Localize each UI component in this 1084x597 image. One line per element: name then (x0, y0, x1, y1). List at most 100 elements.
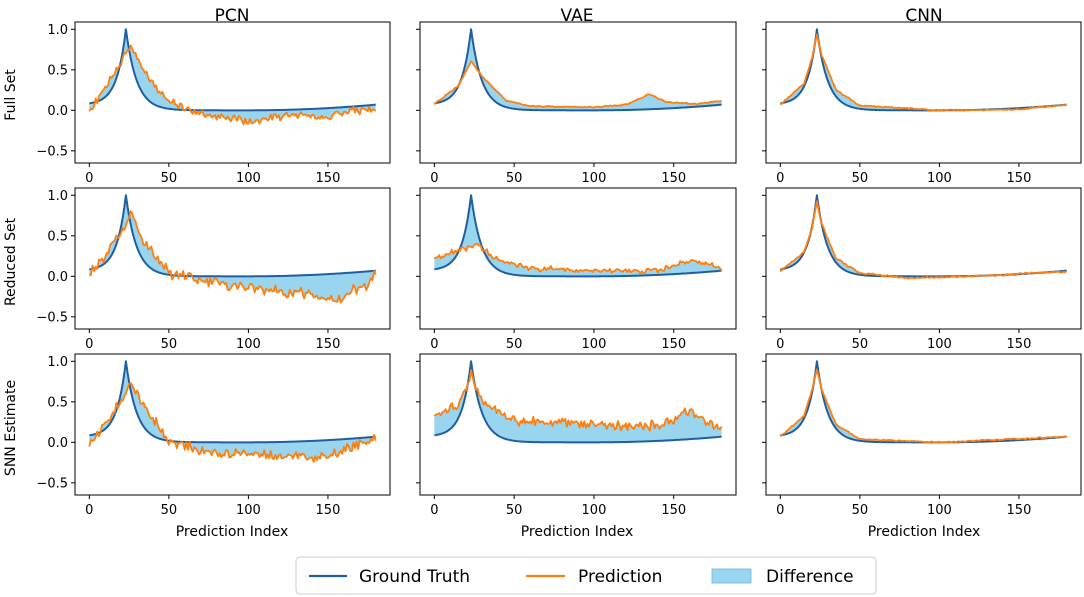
x-tick-label: 100 (236, 171, 261, 186)
x-tick-label: 50 (852, 503, 869, 518)
subplot-pcn-snn-estimate: 0 50 100 150 −0.5 0.0 0.5 1.0 (36, 353, 391, 518)
x-tick-label: 0 (430, 171, 438, 186)
prediction-line (88, 44, 377, 126)
axes-frame (419, 187, 737, 330)
prediction-line (779, 200, 1068, 280)
difference-area (434, 195, 722, 277)
row-label-full-set: Full Set (3, 69, 19, 121)
x-tick-label: 50 (161, 503, 178, 518)
subplot-vae-snn-estimate: 0 50 100 150 (416, 353, 737, 518)
x-tick-label: 100 (582, 337, 607, 352)
y-tick-label: 0.5 (47, 229, 68, 244)
legend-difference-label: Difference (766, 567, 854, 587)
x-tick-label: 150 (661, 171, 686, 186)
column-title-cnn: CNN (905, 6, 942, 26)
column-title-vae: VAE (561, 6, 594, 26)
ground-truth-line (434, 194, 722, 278)
y-tick-label: −0.5 (36, 310, 68, 325)
ground-truth-line (780, 360, 1067, 444)
x-tick-label: 150 (1007, 503, 1032, 518)
plot-area (89, 194, 377, 304)
y-tick-label: −0.5 (36, 144, 68, 159)
x-axis-label-pcn: Prediction Index (176, 524, 289, 540)
row-label-reduced-set: Reduced Set (3, 217, 19, 306)
x-tick-label: 100 (927, 503, 952, 518)
axes-frame (74, 21, 391, 164)
x-tick-label: 0 (430, 503, 438, 518)
x-axis-label-cnn: Prediction Index (868, 524, 981, 540)
x-axis-labels: Prediction Index Prediction Index Predic… (176, 524, 981, 540)
axes-frame (765, 187, 1082, 330)
x-tick-label: 100 (582, 171, 607, 186)
x-tick-label: 0 (85, 503, 93, 518)
ground-truth-line (434, 28, 722, 112)
subplot-cnn-snn-estimate: 0 50 100 150 (762, 353, 1082, 518)
x-tick-label: 50 (852, 171, 869, 186)
difference-area (780, 361, 1067, 443)
column-title-pcn: PCN (215, 6, 250, 26)
ground-truth-line (780, 28, 1067, 112)
x-tick-label: 150 (316, 337, 341, 352)
x-tick-label: 100 (927, 337, 952, 352)
axes-frame (419, 353, 737, 496)
y-tick-label: 0.0 (47, 436, 68, 451)
prediction-line (779, 33, 1067, 112)
ground-truth-line (89, 194, 376, 278)
axes-frame (74, 353, 391, 496)
x-tick-label: 150 (1007, 337, 1032, 352)
difference-area (89, 29, 376, 125)
plot-area (779, 194, 1068, 280)
plot-area (433, 360, 723, 444)
x-axis-label-vae: Prediction Index (521, 524, 634, 540)
difference-area (780, 29, 1067, 111)
x-tick-label: 0 (776, 337, 784, 352)
subplot-cnn-reduced-set: 0 50 100 150 (762, 187, 1082, 352)
prediction-line (433, 369, 723, 432)
x-tick-label: 150 (316, 503, 341, 518)
plot-area (433, 194, 723, 278)
x-tick-label: 150 (316, 171, 341, 186)
prediction-line (779, 368, 1067, 444)
y-tick-label: 1.0 (47, 355, 68, 370)
x-tick-label: 0 (776, 171, 784, 186)
y-tick-label: 0.0 (47, 270, 68, 285)
difference-area (434, 361, 722, 443)
difference-area (780, 195, 1067, 279)
plot-area (779, 28, 1067, 112)
legend: Ground Truth Prediction Difference (295, 556, 877, 595)
axes-frame (419, 21, 737, 164)
subplot-pcn-full-set: 0 50 100 150 −0.5 0.0 0.5 1.0 (36, 21, 391, 186)
x-tick-label: 150 (661, 337, 686, 352)
ground-truth-line (780, 194, 1067, 278)
plot-area (88, 28, 377, 126)
x-tick-label: 50 (161, 171, 178, 186)
x-tick-label: 0 (776, 503, 784, 518)
ground-truth-line (434, 360, 722, 444)
x-tick-label: 100 (236, 337, 261, 352)
plot-area (88, 360, 377, 463)
prediction-line (433, 60, 722, 109)
column-titles: PCN VAE CNN (215, 6, 943, 26)
ground-truth-line (89, 28, 376, 112)
x-tick-label: 0 (430, 337, 438, 352)
legend-prediction-label: Prediction (578, 567, 662, 587)
y-tick-label: 1.0 (47, 189, 68, 204)
prediction-line (88, 382, 377, 463)
subplot-pcn-reduced-set: 0 50 100 150 −0.5 0.0 0.5 1.0 (36, 187, 391, 352)
x-tick-label: 50 (506, 503, 523, 518)
axes-frame (74, 187, 391, 330)
subplot-vae-full-set: 0 50 100 150 (416, 21, 737, 186)
plot-area (779, 360, 1067, 444)
axes-frame (765, 21, 1082, 164)
y-tick-label: 1.0 (47, 23, 68, 38)
x-tick-label: 150 (661, 503, 686, 518)
x-tick-label: 50 (161, 337, 178, 352)
subplot-grid: 0 50 100 150 −0.5 0.0 0.5 1.0 0 50 100 150 0 50 100 150… (36, 21, 1082, 518)
legend-frame (295, 556, 877, 595)
x-tick-label: 50 (506, 171, 523, 186)
row-label-snn-estimate: SNN Estimate (3, 380, 19, 476)
plot-area (433, 28, 722, 112)
legend-difference-swatch (711, 568, 752, 584)
ground-truth-line (89, 360, 376, 444)
